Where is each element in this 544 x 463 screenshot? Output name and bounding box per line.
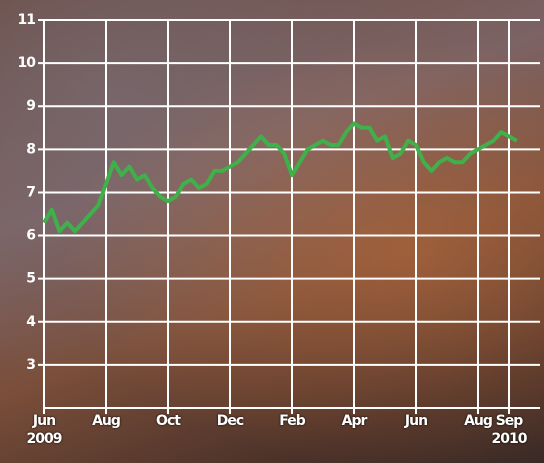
x-tick-label: Dec xyxy=(216,413,244,429)
x-tick-label: Jun xyxy=(404,413,428,429)
x-tick-label: Feb xyxy=(279,413,306,429)
y-tick-label: 11 xyxy=(18,12,36,28)
y-tick-label: 9 xyxy=(26,98,35,114)
y-tick-label: 4 xyxy=(26,314,36,330)
y-tick-label: 8 xyxy=(26,141,35,157)
x-tick-label: Sep 2010 xyxy=(491,413,528,447)
y-tick-label: 3 xyxy=(26,357,35,373)
y-tick-label: 5 xyxy=(26,271,35,287)
x-tick-label: Aug xyxy=(464,413,493,429)
y-tick-label: 10 xyxy=(18,55,37,71)
y-tick-label: 6 xyxy=(26,228,35,244)
x-tick-label: Oct xyxy=(156,413,181,429)
x-tick-label: Jun 2009 xyxy=(26,413,63,447)
x-tick-label: Apr xyxy=(341,413,368,429)
y-tick-label: 7 xyxy=(26,184,35,200)
data-line xyxy=(42,121,518,234)
x-tick-label: Aug xyxy=(92,413,121,429)
